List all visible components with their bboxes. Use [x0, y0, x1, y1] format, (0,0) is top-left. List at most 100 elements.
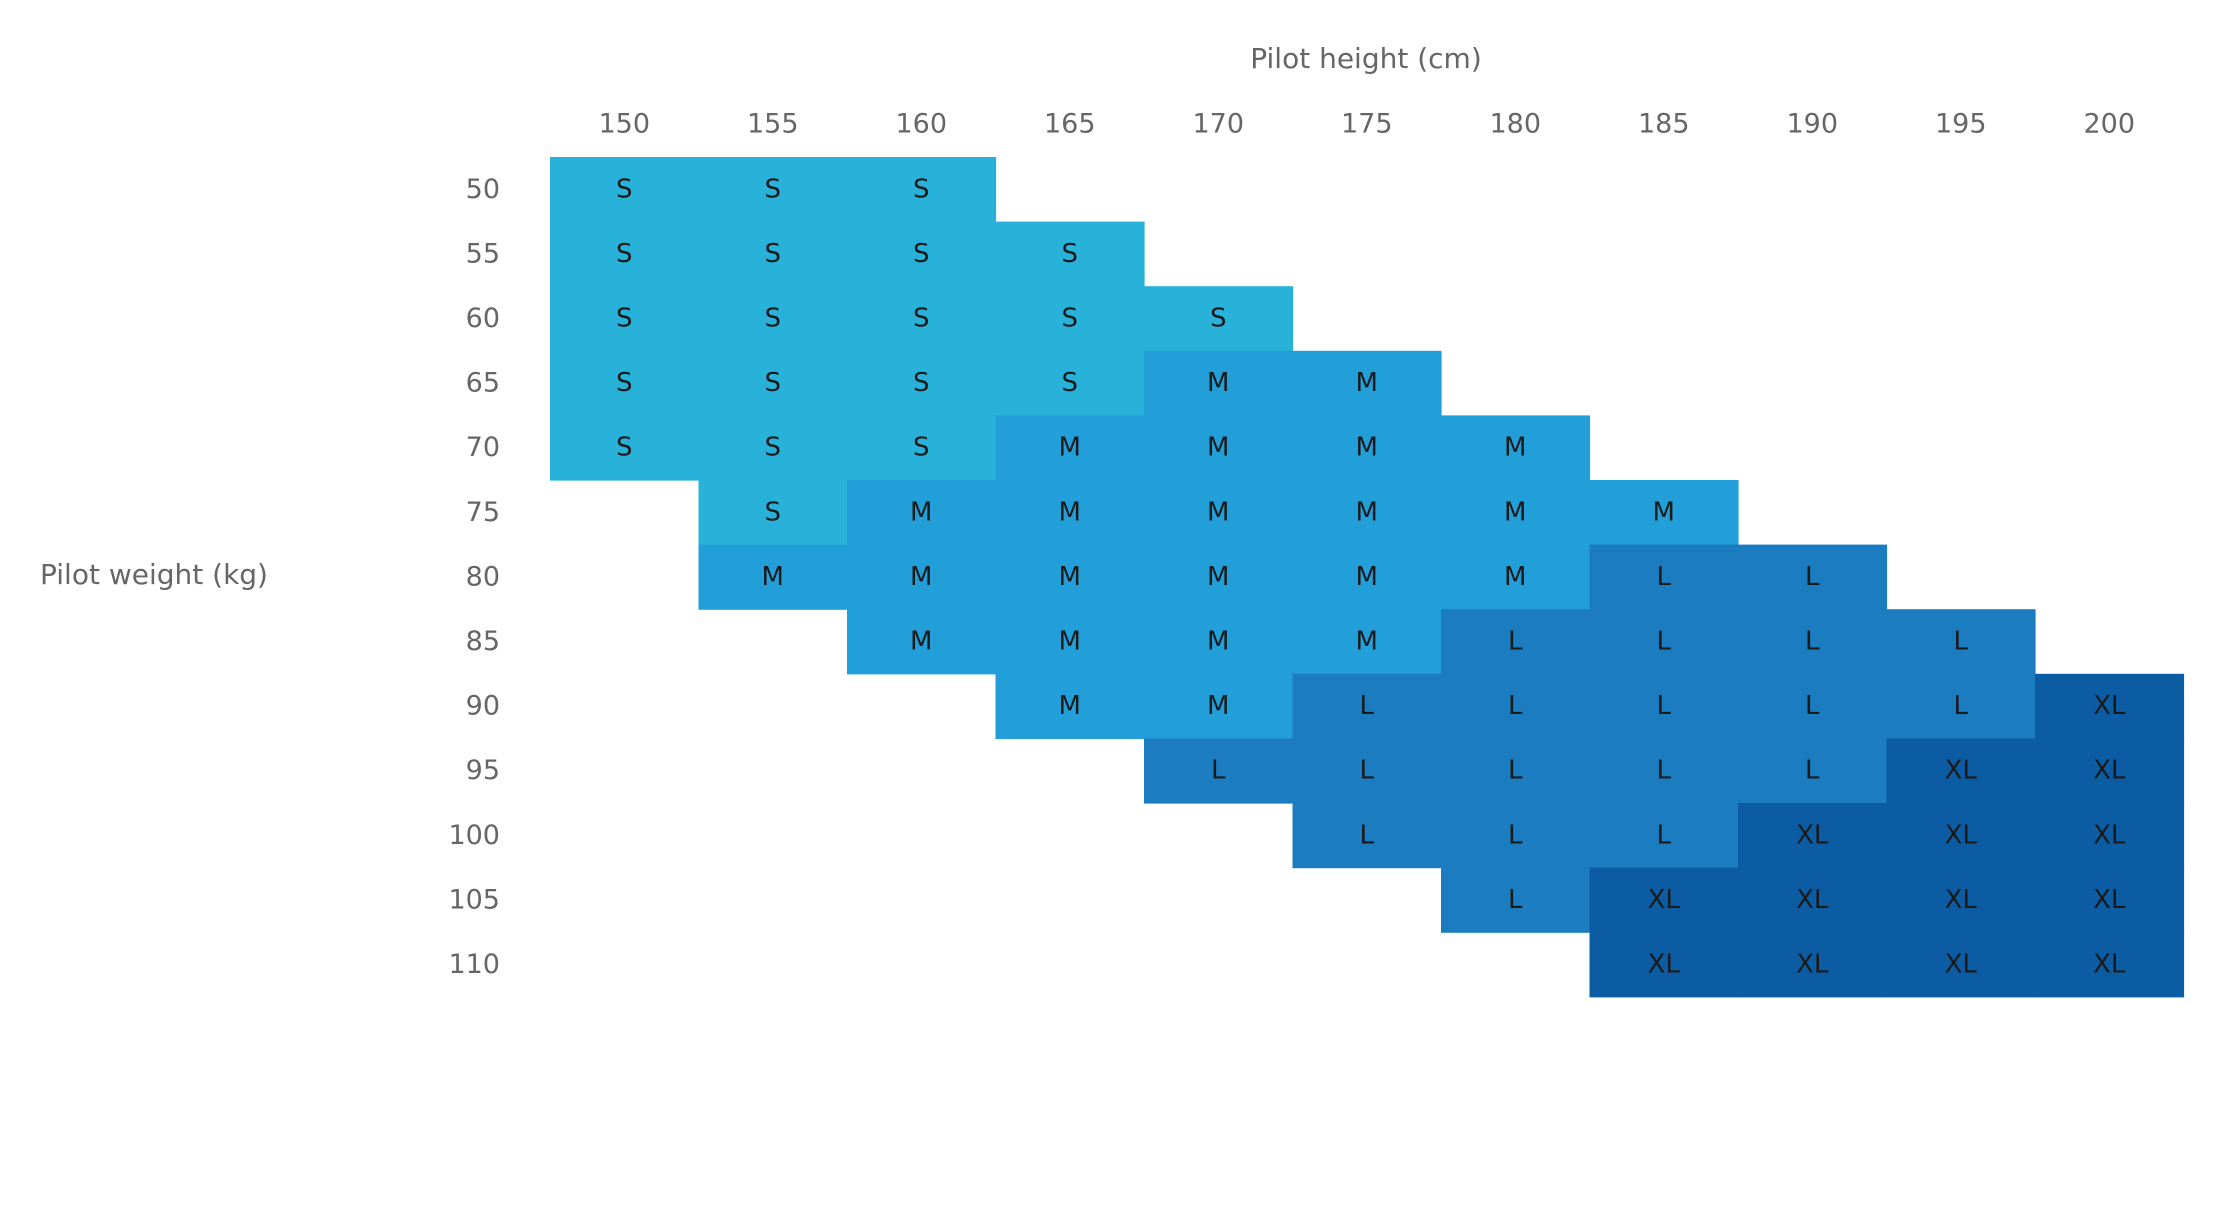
heatmap-cell-80-175 [1292, 544, 1442, 610]
heatmap-cell-90-185 [1589, 673, 1739, 739]
cell-label: S [764, 433, 781, 463]
x-tick-label: 155 [747, 109, 799, 140]
heatmap-cell-70-180 [1441, 415, 1591, 481]
heatmap-cell-80-155 [698, 544, 848, 610]
heatmap-cell-70-160 [847, 415, 997, 481]
heatmap-cell-65-160 [847, 350, 997, 416]
cell-label: M [910, 497, 932, 527]
heatmap-cell-95-175 [1292, 738, 1442, 804]
cell-label: S [1061, 368, 1078, 398]
heatmap-cell-70-170 [1144, 415, 1294, 481]
x-tick-label: 150 [598, 109, 650, 140]
cell-label: L [1657, 756, 1672, 786]
heatmap-cell-95-190 [1738, 738, 1888, 804]
cell-label: S [1061, 239, 1078, 269]
cell-label: XL [1648, 885, 1681, 915]
cell-label: S [616, 304, 633, 334]
x-tick-labels: 150 155 160 165 170 175 180 185 190 195 200 [598, 109, 2135, 140]
x-axis-label: Pilot height (cm) [1250, 42, 1482, 75]
cell-label: M [1207, 368, 1229, 398]
cell-label: S [616, 433, 633, 463]
cell-label: M [1059, 433, 1081, 463]
cell-label: S [764, 304, 781, 334]
cell-label: M [1356, 627, 1378, 657]
cell-label: S [1210, 304, 1227, 334]
heatmap-cell-80-160 [847, 544, 997, 610]
cell-label: XL [2093, 820, 2126, 850]
heatmap-cell-80-185 [1589, 544, 1739, 610]
cell-label: S [913, 368, 930, 398]
heatmap-cell-80-190 [1738, 544, 1888, 610]
heatmap-cell-85-190 [1738, 609, 1888, 675]
x-tick-label: 190 [1786, 109, 1838, 140]
heatmap-cell-85-160 [847, 609, 997, 675]
heatmap-cell-85-175 [1292, 609, 1442, 675]
cell-label: S [764, 497, 781, 527]
cell-label: L [1360, 820, 1375, 850]
heatmap-cell-100-195 [1886, 803, 2036, 869]
y-tick-label: 50 [466, 174, 500, 205]
cell-label: L [1508, 756, 1523, 786]
heatmap-cell-70-175 [1292, 415, 1442, 481]
cell-label: L [1805, 627, 1820, 657]
heatmap-cell-60-170 [1144, 286, 1294, 352]
cell-label: M [762, 562, 784, 592]
heatmap-cell-70-155 [698, 415, 848, 481]
heatmap-cell-85-185 [1589, 609, 1739, 675]
cell-label: M [1653, 497, 1675, 527]
y-tick-label: 85 [466, 626, 500, 657]
heatmap-cell-65-150 [550, 350, 700, 416]
cell-label: S [913, 174, 930, 204]
heatmap-cell-100-175 [1292, 803, 1442, 869]
heatmap-cell-105-195 [1886, 867, 2036, 933]
cell-label: XL [1648, 950, 1681, 980]
heatmap-cell-95-195 [1886, 738, 2036, 804]
cell-label: M [1207, 433, 1229, 463]
y-tick-label: 70 [466, 432, 500, 463]
heatmap-cell-90-195 [1886, 673, 2036, 739]
heatmap-cell-75-175 [1292, 480, 1442, 546]
heatmap-cell-55-165 [995, 221, 1145, 287]
cell-label: M [910, 627, 932, 657]
cell-label: XL [2093, 885, 2126, 915]
heatmap-cell-80-180 [1441, 544, 1591, 610]
cell-label: M [1356, 562, 1378, 592]
heatmap-cell-95-200 [2035, 738, 2185, 804]
heatmap-cell-85-165 [995, 609, 1145, 675]
y-tick-label: 75 [466, 497, 500, 528]
heatmap-cell-55-150 [550, 221, 700, 287]
cell-label: XL [1945, 885, 1978, 915]
heatmap-cell-80-165 [995, 544, 1145, 610]
cell-label: XL [1796, 950, 1829, 980]
cell-label: M [910, 562, 932, 592]
x-tick-label: 185 [1638, 109, 1690, 140]
y-tick-label: 55 [466, 238, 500, 269]
cell-label: XL [1945, 756, 1978, 786]
heatmap-cell-100-200 [2035, 803, 2185, 869]
cell-label: S [616, 368, 633, 398]
heatmap-cell-100-185 [1589, 803, 1739, 869]
cell-label: M [1059, 627, 1081, 657]
heatmap-cell-90-175 [1292, 673, 1442, 739]
y-tick-label: 65 [466, 368, 500, 399]
heatmap-cell-90-180 [1441, 673, 1591, 739]
heatmap-cells: S S S S S S S S S S S S S S S S M M S S S M M M M S M M M M M M M M M M M M L L… [550, 157, 2185, 998]
y-axis-label: Pilot weight (kg) [40, 558, 268, 591]
heatmap-cell-85-180 [1441, 609, 1591, 675]
cell-label: L [1805, 756, 1820, 786]
x-tick-label: 200 [2083, 109, 2135, 140]
heatmap-cell-65-175 [1292, 350, 1442, 416]
cell-label: L [1360, 691, 1375, 721]
heatmap-cell-60-155 [698, 286, 848, 352]
cell-label: L [1508, 691, 1523, 721]
x-tick-label: 165 [1044, 109, 1096, 140]
y-tick-label: 80 [466, 561, 500, 592]
heatmap-cell-85-195 [1886, 609, 2036, 675]
heatmap-cell-95-180 [1441, 738, 1591, 804]
heatmap-cell-110-185 [1589, 932, 1739, 998]
x-tick-label: 170 [1192, 109, 1244, 140]
cell-label: S [616, 239, 633, 269]
heatmap-cell-70-150 [550, 415, 700, 481]
cell-label: M [1504, 562, 1526, 592]
